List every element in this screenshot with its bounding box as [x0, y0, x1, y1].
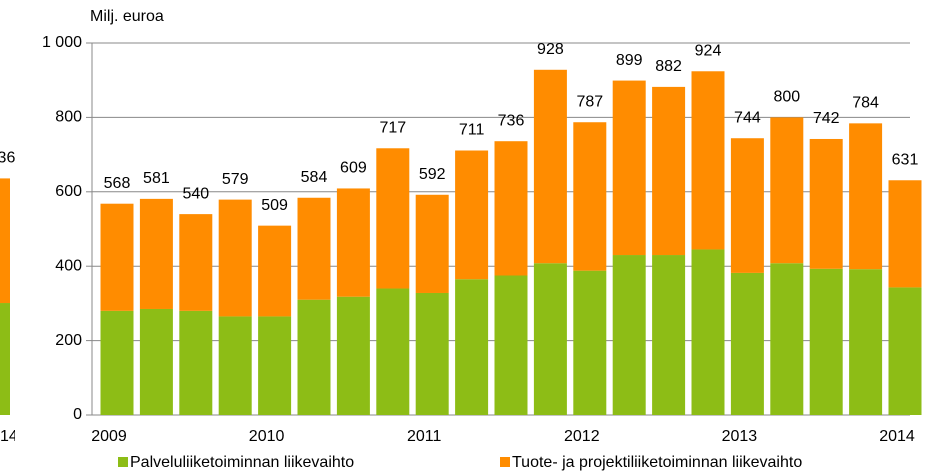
value-label: 711 [459, 122, 485, 139]
x-tick-label: 2013 [722, 428, 758, 445]
value-label: 568 [104, 175, 131, 192]
bar-segment [218, 199, 252, 317]
bar-segment [415, 292, 449, 415]
bar-segment [533, 263, 567, 415]
value-label: 882 [655, 58, 682, 75]
bar-segment [770, 263, 804, 415]
value-label: 509 [261, 197, 288, 214]
value-label: 899 [616, 52, 643, 69]
bar-segment [809, 138, 843, 269]
value-label: 579 [222, 171, 249, 188]
value-label: 742 [813, 110, 840, 127]
bar-segment [218, 316, 252, 415]
value-label: 584 [301, 169, 328, 186]
bar-segment [888, 180, 922, 288]
bar-segment [455, 279, 489, 415]
bar-segment [770, 117, 804, 264]
value-label: 717 [379, 119, 406, 136]
bar-segment [691, 71, 725, 250]
bar-segment [809, 268, 843, 415]
bar-segment [888, 287, 922, 415]
value-label: 736 [498, 112, 525, 129]
bar-segment [100, 310, 134, 415]
y-tick-label: 800 [55, 109, 82, 126]
y-tick-label: 0 [73, 406, 82, 423]
bar-segment [376, 148, 410, 289]
bar-segment [652, 86, 686, 256]
chart-fragment: 636 2014 [0, 150, 18, 445]
y-tick-label: 1 000 [42, 34, 82, 51]
legend-label: Palveluliiketoiminnan liikevaihto [130, 454, 354, 471]
legend-label: Tuote- ja projektiliiketoiminnan liikeva… [512, 454, 802, 471]
value-label: 744 [734, 109, 761, 126]
value-label: 924 [695, 42, 722, 59]
bar-segment [179, 310, 213, 415]
bar-segment [336, 296, 370, 415]
y-axis-label: Milj. euroa [90, 8, 164, 25]
value-label: 631 [892, 151, 919, 168]
x-tick-label: 2011 [407, 428, 442, 445]
bar-segment [573, 270, 607, 415]
value-label: 784 [852, 95, 879, 112]
value-label: 787 [576, 93, 603, 110]
bar-segment [730, 272, 764, 415]
bar-segment [0, 303, 10, 415]
bar-segment [258, 225, 292, 317]
bar-segment [612, 80, 646, 256]
bar-segment [139, 308, 173, 415]
bar-segment [179, 214, 213, 311]
bar-segment [612, 255, 646, 415]
x-tick-label: 2014 [879, 428, 915, 445]
bar-segment [494, 275, 528, 415]
bar-segment [100, 203, 134, 311]
bar-segment [730, 138, 764, 273]
bar-segment [455, 150, 489, 280]
y-tick-label: 400 [55, 257, 82, 274]
x-tick-label: 2010 [249, 428, 285, 445]
bar-segment [258, 316, 292, 415]
value-label: 609 [340, 160, 367, 177]
x-tick-label: 2014 [0, 428, 18, 445]
bar-segment [849, 123, 883, 270]
x-tick-label: 2009 [91, 428, 127, 445]
bar-segment [297, 197, 331, 300]
bar-segment [336, 188, 370, 297]
bar-segment [652, 255, 686, 415]
value-label: 581 [143, 170, 170, 187]
bar-segment [573, 122, 607, 271]
value-label: 540 [182, 185, 209, 202]
value-label: 592 [419, 166, 446, 183]
bar-segment [494, 141, 528, 276]
bar-segment [533, 69, 567, 264]
bar-segment [376, 288, 410, 415]
value-label: 928 [537, 41, 564, 58]
bar-segment [139, 198, 173, 309]
legend-swatch [118, 457, 128, 467]
value-label: 636 [0, 150, 15, 167]
y-tick-label: 200 [55, 332, 82, 349]
legend-swatch [500, 457, 510, 467]
bar-segment [0, 178, 10, 304]
y-tick-label: 600 [55, 183, 82, 200]
bar-segment [415, 194, 449, 293]
bar-segment [297, 299, 331, 415]
bar-segment [849, 269, 883, 415]
x-tick-label: 2012 [564, 428, 600, 445]
value-label: 800 [773, 89, 800, 106]
bar-segment [691, 249, 725, 415]
